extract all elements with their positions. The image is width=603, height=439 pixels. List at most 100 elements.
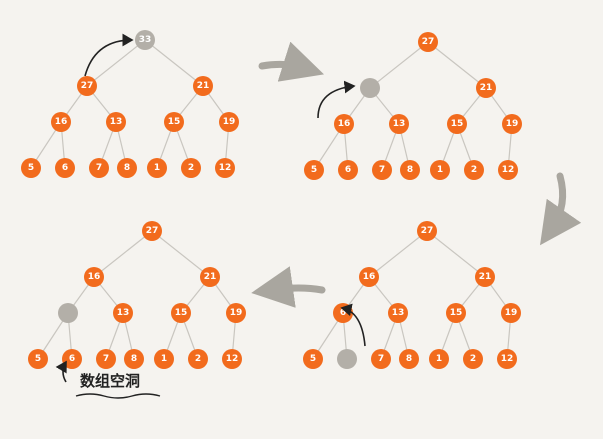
caption-underline bbox=[75, 393, 161, 399]
hole-node bbox=[360, 78, 380, 98]
node-circle bbox=[430, 160, 450, 180]
heap-node: 7 bbox=[372, 160, 392, 180]
heap-node: 15 bbox=[171, 303, 191, 323]
node-circle bbox=[89, 158, 109, 178]
heap-node: 19 bbox=[502, 114, 522, 134]
node-label: 21 bbox=[479, 272, 492, 282]
node-label: 1 bbox=[161, 354, 167, 364]
node-label: 15 bbox=[175, 308, 188, 318]
node-circle bbox=[147, 158, 167, 178]
curved-arrow-icon bbox=[55, 360, 67, 383]
node-label: 5 bbox=[310, 354, 316, 364]
node-label: 12 bbox=[501, 354, 514, 364]
heap-node: 21 bbox=[475, 267, 495, 287]
heap-node: 21 bbox=[200, 267, 220, 287]
transition-arrow-icon bbox=[251, 266, 326, 308]
node-circle bbox=[51, 112, 71, 132]
heap-node: 27 bbox=[142, 221, 162, 241]
node-label: 2 bbox=[470, 354, 476, 364]
heap-node: 7 bbox=[89, 158, 109, 178]
heap-node: 8 bbox=[117, 158, 137, 178]
heap-node: 13 bbox=[388, 303, 408, 323]
node-label: 6 bbox=[345, 165, 351, 175]
node-circle bbox=[360, 78, 380, 98]
node-circle bbox=[389, 114, 409, 134]
node-label: 1 bbox=[437, 165, 443, 175]
node-circle bbox=[154, 349, 174, 369]
node-circle bbox=[164, 112, 184, 132]
arrows bbox=[55, 33, 582, 383]
node-label: 8 bbox=[124, 163, 130, 173]
node-label: 7 bbox=[379, 165, 385, 175]
node-circle bbox=[388, 303, 408, 323]
tree-edge bbox=[368, 230, 428, 278]
node-circle bbox=[464, 160, 484, 180]
node-label: 27 bbox=[81, 81, 94, 91]
node-circle bbox=[417, 221, 437, 241]
node-circle bbox=[337, 349, 357, 369]
node-label: 1 bbox=[436, 354, 442, 364]
heap-node: 15 bbox=[447, 114, 467, 134]
heap-node: 7 bbox=[96, 349, 116, 369]
heap-node: 2 bbox=[188, 349, 208, 369]
node-label: 7 bbox=[96, 163, 102, 173]
node-circle bbox=[334, 114, 354, 134]
tree-edge bbox=[86, 39, 146, 87]
node-label: 7 bbox=[378, 354, 384, 364]
node-circle bbox=[219, 112, 239, 132]
node-circle bbox=[58, 303, 78, 323]
caption-group: 数组空洞 bbox=[75, 372, 161, 399]
heap-node: 19 bbox=[219, 112, 239, 132]
node-label: 7 bbox=[103, 354, 109, 364]
heap-node: 16 bbox=[334, 114, 354, 134]
node-label: 15 bbox=[168, 117, 181, 127]
heap-node: 15 bbox=[446, 303, 466, 323]
heap-node: 33 bbox=[135, 30, 155, 50]
node-label: 19 bbox=[505, 308, 518, 318]
node-label: 8 bbox=[406, 354, 412, 364]
node-circle bbox=[188, 349, 208, 369]
node-label: 5 bbox=[35, 354, 41, 364]
node-circle bbox=[502, 114, 522, 134]
node-circle bbox=[226, 303, 246, 323]
node-circle bbox=[303, 349, 323, 369]
node-label: 21 bbox=[480, 83, 493, 93]
heap-node: 13 bbox=[106, 112, 126, 132]
node-label: 16 bbox=[88, 272, 101, 282]
heap-node: 2 bbox=[463, 349, 483, 369]
node-circle bbox=[124, 349, 144, 369]
tree-edge bbox=[426, 230, 486, 278]
node-label: 27 bbox=[421, 226, 434, 236]
tree-edge bbox=[93, 230, 153, 278]
tree-edge bbox=[369, 41, 429, 89]
tree-edge bbox=[427, 41, 487, 89]
hole-node bbox=[58, 303, 78, 323]
heap-node: 19 bbox=[501, 303, 521, 323]
node-circle bbox=[400, 160, 420, 180]
node-circle bbox=[135, 30, 155, 50]
node-label: 33 bbox=[139, 35, 152, 45]
heap-node: 6 bbox=[55, 158, 75, 178]
transition-arrow-icon bbox=[258, 41, 325, 82]
heap-node: 13 bbox=[389, 114, 409, 134]
node-circle bbox=[171, 303, 191, 323]
heap-node: 1 bbox=[430, 160, 450, 180]
node-circle bbox=[193, 76, 213, 96]
node-label: 5 bbox=[28, 163, 34, 173]
node-circle bbox=[501, 303, 521, 323]
node-label: 2 bbox=[195, 354, 201, 364]
heap-node: 8 bbox=[399, 349, 419, 369]
heap-node: 1 bbox=[429, 349, 449, 369]
node-label: 12 bbox=[226, 354, 239, 364]
node-label: 19 bbox=[506, 119, 519, 129]
node-circle bbox=[77, 76, 97, 96]
node-label: 8 bbox=[131, 354, 137, 364]
node-label: 15 bbox=[451, 119, 464, 129]
node-circle bbox=[371, 349, 391, 369]
tree-edge bbox=[144, 39, 204, 87]
node-circle bbox=[338, 160, 358, 180]
